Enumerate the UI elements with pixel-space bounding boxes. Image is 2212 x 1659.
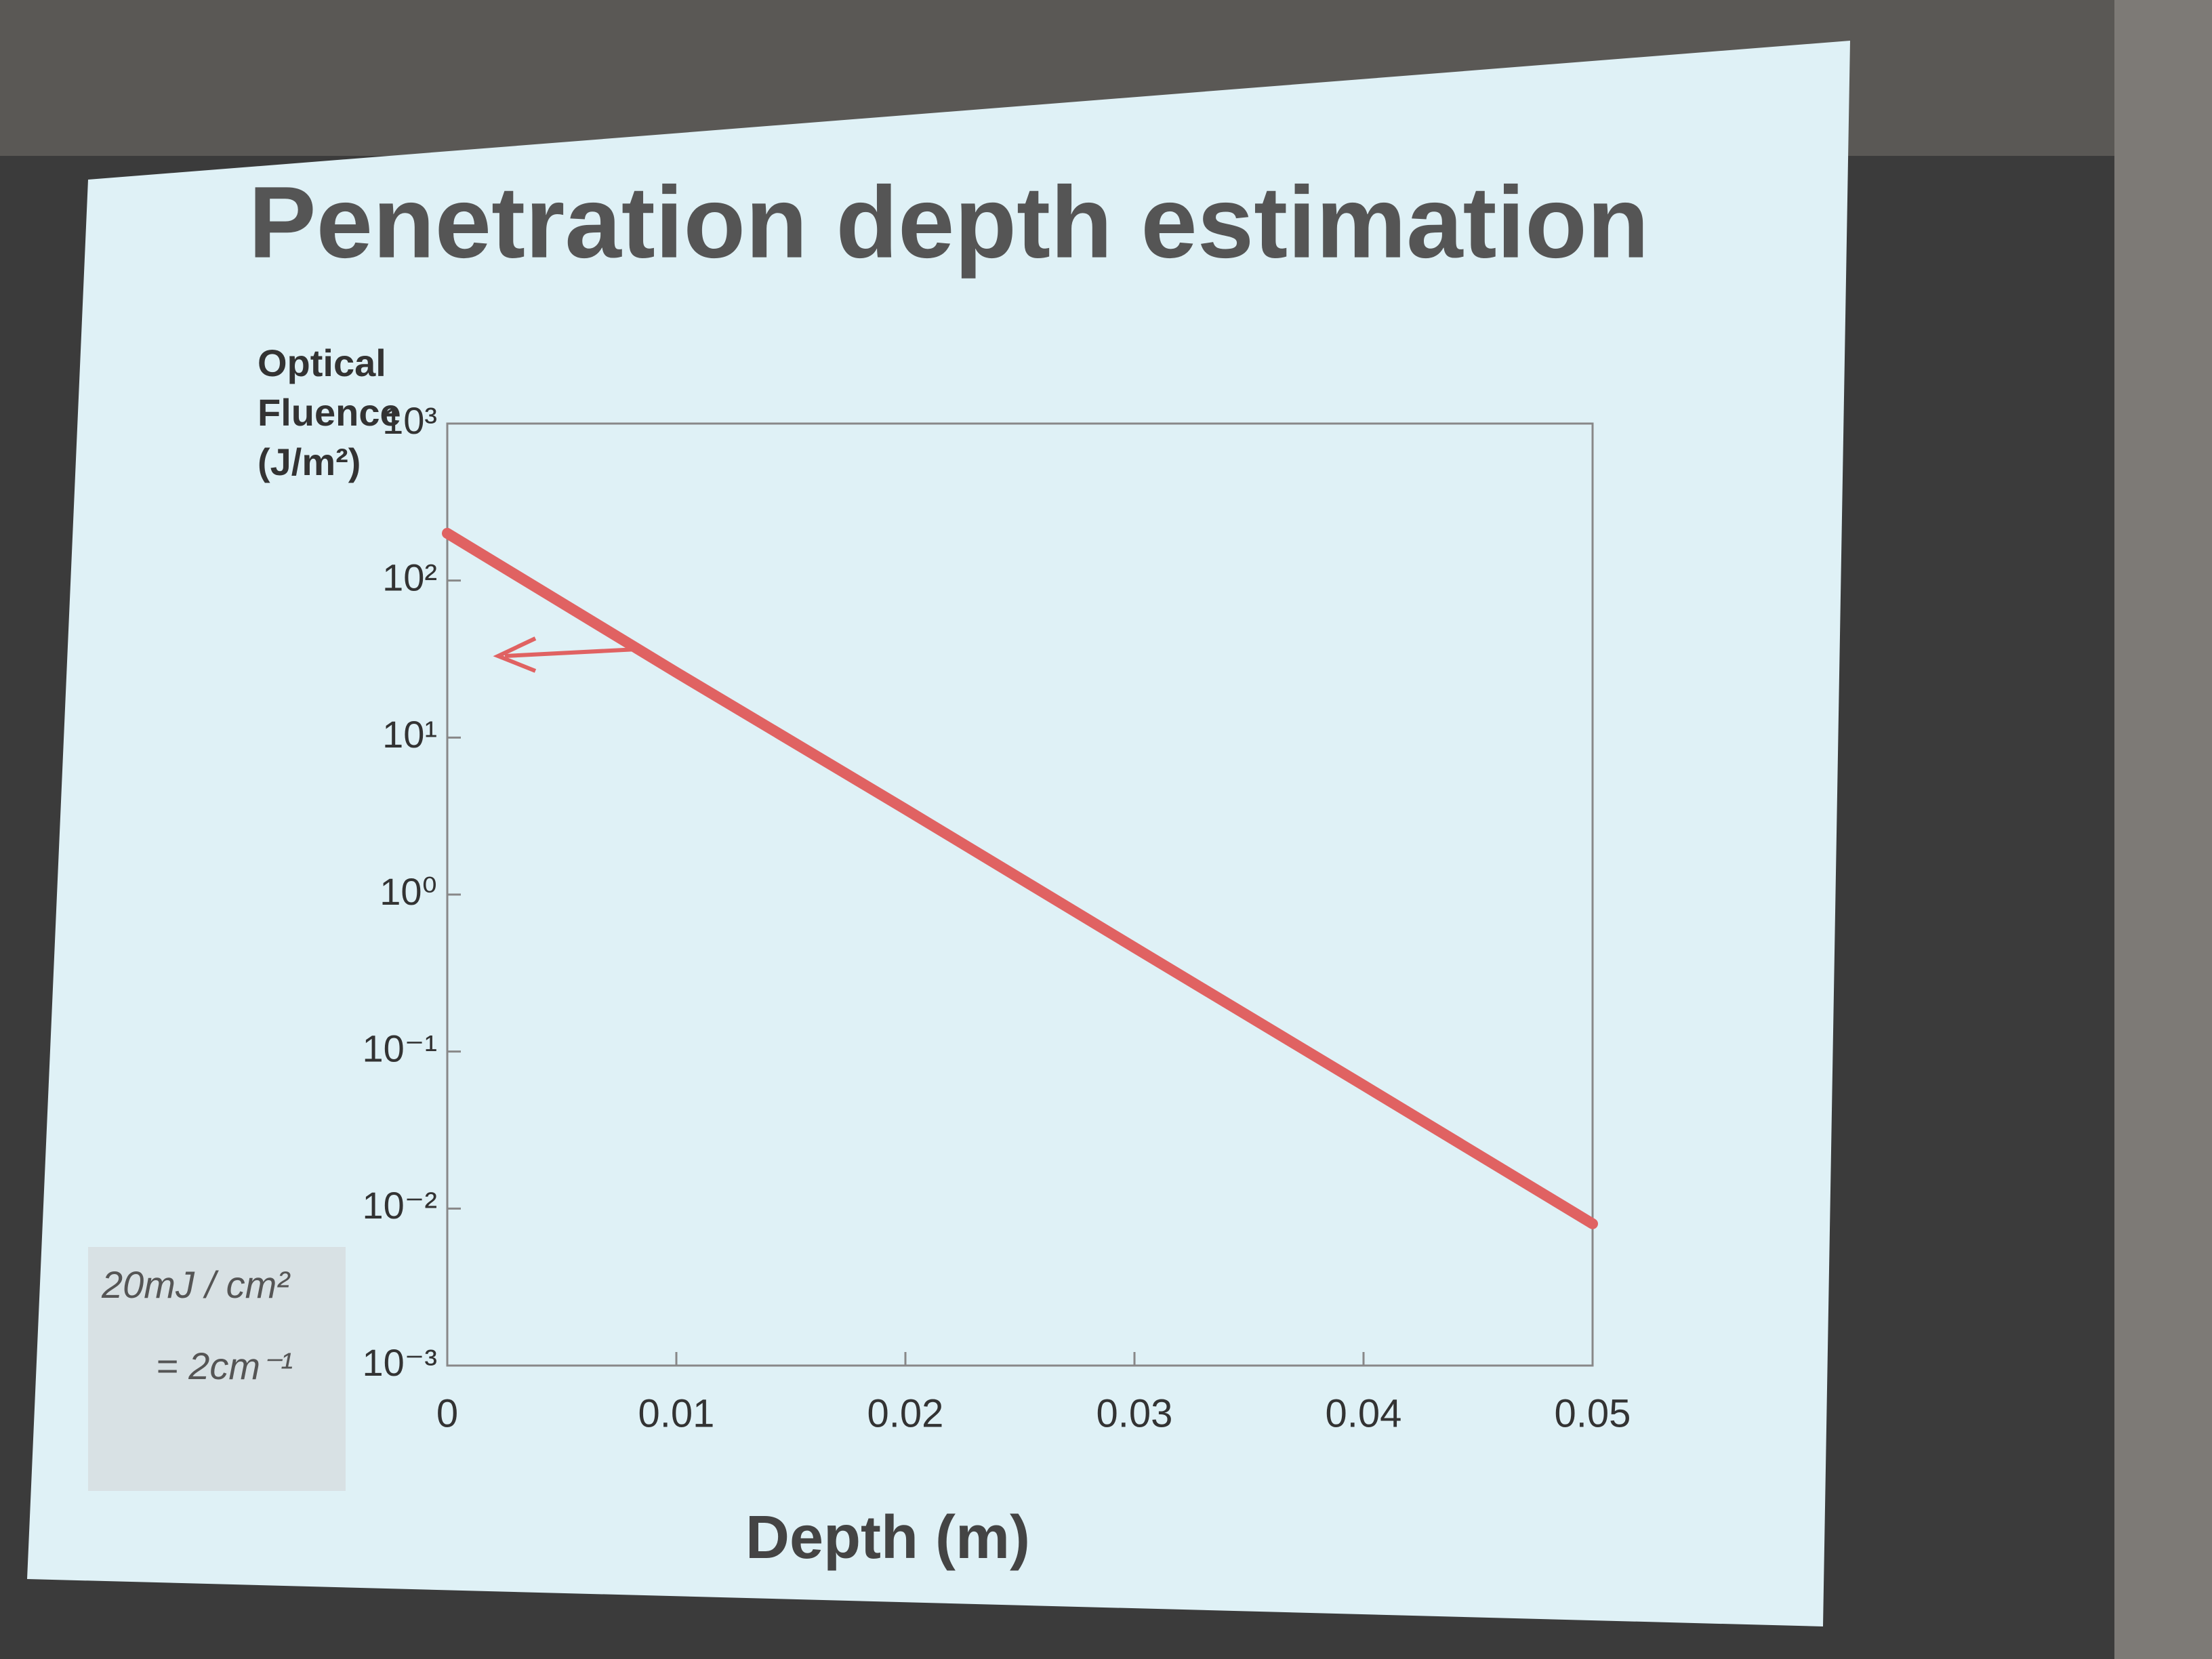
annotation: = 2cm⁻¹ [156, 1345, 293, 1387]
y-tick-label: 10⁻³ [363, 1341, 438, 1384]
equation-box [88, 1247, 346, 1491]
y-tick-label: 10⁰ [380, 870, 437, 913]
y-tick-label: 10¹ [382, 713, 437, 756]
x-tick-label: 0.05 [1555, 1391, 1631, 1435]
y-tick-label: 10² [382, 556, 437, 598]
arrow-head [493, 636, 537, 673]
y-tick-label: 10⁻¹ [363, 1027, 438, 1069]
chart-title: Penetration depth estimation [249, 165, 1650, 279]
x-tick-label: 0 [436, 1391, 458, 1435]
x-tick-label: 0.03 [1097, 1391, 1173, 1435]
x-tick-label: 0.04 [1326, 1391, 1402, 1435]
annotation: 20mJ / cm² [101, 1263, 291, 1306]
y-tick-label: 10³ [382, 399, 437, 442]
wall [2114, 0, 2212, 1659]
x-tick-label: 0.02 [867, 1391, 944, 1435]
arrow-shaft [504, 647, 638, 658]
data-line [442, 527, 1598, 1229]
y-tick-label: 10⁻² [363, 1184, 438, 1227]
y-axis-label: Optical Fluence (J/m²) [258, 342, 401, 483]
x-tick-label: 0.01 [638, 1391, 715, 1435]
x-axis-label: Depth (m) [745, 1504, 1030, 1572]
